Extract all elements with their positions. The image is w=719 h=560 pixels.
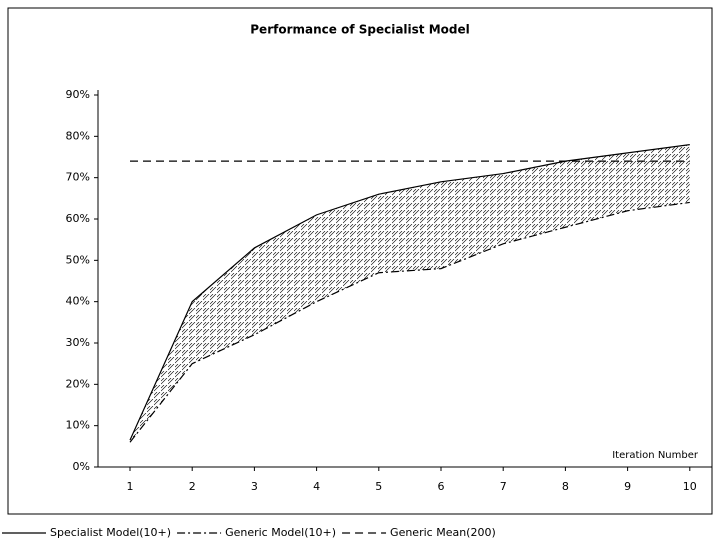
x-tick-label: 2	[189, 480, 196, 493]
chart-title: Performance of Specialist Model	[250, 23, 469, 37]
y-tick-label: 80%	[66, 129, 90, 142]
x-tick-label: 3	[251, 480, 258, 493]
x-tick-label: 4	[313, 480, 320, 493]
x-tick-label: 6	[438, 480, 445, 493]
x-tick-label: 5	[375, 480, 382, 493]
x-axis-label: Iteration Number	[612, 450, 699, 461]
y-tick-label: 40%	[66, 295, 90, 308]
x-tick-label: 1	[127, 480, 134, 493]
y-tick-label: 90%	[66, 88, 90, 101]
y-tick-label: 50%	[66, 253, 90, 266]
y-tick-label: 10%	[66, 419, 90, 432]
frame	[7, 7, 713, 515]
y-tick-label: 60%	[66, 212, 90, 225]
legend-label: Generic Model(10+)	[225, 526, 336, 539]
y-tick-label: 70%	[66, 171, 90, 184]
legend-label: Generic Mean(200)	[390, 526, 496, 539]
series-line	[129, 144, 690, 441]
series-line	[129, 201, 690, 443]
x-tick-label: 7	[500, 480, 507, 493]
y-tick-label: 20%	[66, 377, 90, 390]
x-tick-label: 9	[624, 480, 631, 493]
legend-label: Specialist Model(10+)	[50, 526, 171, 539]
x-tick-label: 8	[562, 480, 569, 493]
y-tick-label: 30%	[66, 336, 90, 349]
y-tick-label: 0%	[73, 460, 90, 473]
shaded-gap	[130, 144, 690, 443]
x-tick-label: 10	[683, 480, 697, 493]
